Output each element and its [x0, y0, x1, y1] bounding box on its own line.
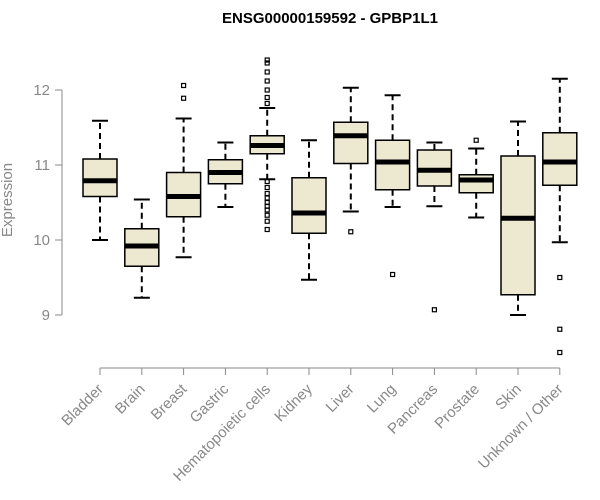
box-skin: [500, 120, 536, 316]
y-tick-label: 9: [42, 307, 50, 324]
outlier-point: [264, 195, 270, 201]
x-tick-label: Brain: [112, 381, 149, 418]
x-tick-label: Lung: [364, 381, 400, 417]
x-tick-label: Bladder: [58, 381, 107, 430]
outlier-point: [264, 57, 270, 63]
y-axis: 9 10 11 12: [33, 82, 63, 324]
box-liver: [333, 86, 369, 235]
outlier-point: [264, 218, 270, 224]
x-tick-label: Kidney: [271, 380, 316, 425]
outlier-point: [264, 184, 270, 191]
y-tick-label: 10: [33, 232, 50, 249]
iqr-box: [82, 158, 118, 198]
box-breast: [165, 82, 202, 259]
outlier-point: [557, 326, 563, 332]
x-tick-label: Liver: [323, 381, 358, 416]
outlier-point: [390, 271, 396, 278]
iqr-box: [458, 174, 494, 194]
outlier-point: [348, 229, 354, 235]
y-axis-label: Expression: [0, 163, 16, 237]
outlier-point: [264, 100, 270, 107]
outlier-point: [181, 95, 187, 101]
outlier-point: [557, 349, 563, 356]
iqr-box: [374, 139, 411, 191]
outlier-point: [264, 94, 270, 101]
x-tick-label: Prostate: [431, 381, 483, 433]
y-tick-label: 11: [34, 157, 50, 174]
iqr-box: [542, 132, 578, 186]
box-lung: [374, 94, 411, 278]
outlier-point: [264, 78, 270, 84]
box-prostate: [458, 137, 494, 219]
x-tick-label: Breast: [148, 380, 191, 423]
outlier-point: [264, 212, 270, 218]
box-pancreas: [416, 141, 453, 313]
box-bladder: [82, 119, 118, 241]
outlier-point: [264, 60, 270, 66]
outlier-point: [264, 69, 270, 75]
iqr-box: [500, 155, 536, 296]
iqr-box: [333, 121, 369, 165]
chart-title: ENSG00000159592 - GPBP1L1: [222, 10, 438, 27]
outlier-point: [264, 226, 270, 233]
outlier-point: [181, 82, 187, 89]
y-tick-label: 12: [33, 82, 50, 99]
outlier-point: [473, 137, 479, 143]
boxes-group: [82, 57, 578, 356]
iqr-box: [291, 177, 327, 234]
box-brain: [124, 198, 160, 299]
outlier-point: [264, 87, 270, 93]
outlier-point: [557, 274, 563, 281]
box-gastric: [207, 141, 244, 208]
box-hematopoietic-cells: [249, 57, 285, 233]
x-tick-label: Skin: [492, 381, 525, 414]
outlier-point: [431, 307, 437, 313]
outlier-point: [264, 178, 270, 185]
box-kidney: [291, 139, 327, 281]
box-unknown-other: [542, 77, 578, 356]
outlier-point: [264, 190, 270, 197]
